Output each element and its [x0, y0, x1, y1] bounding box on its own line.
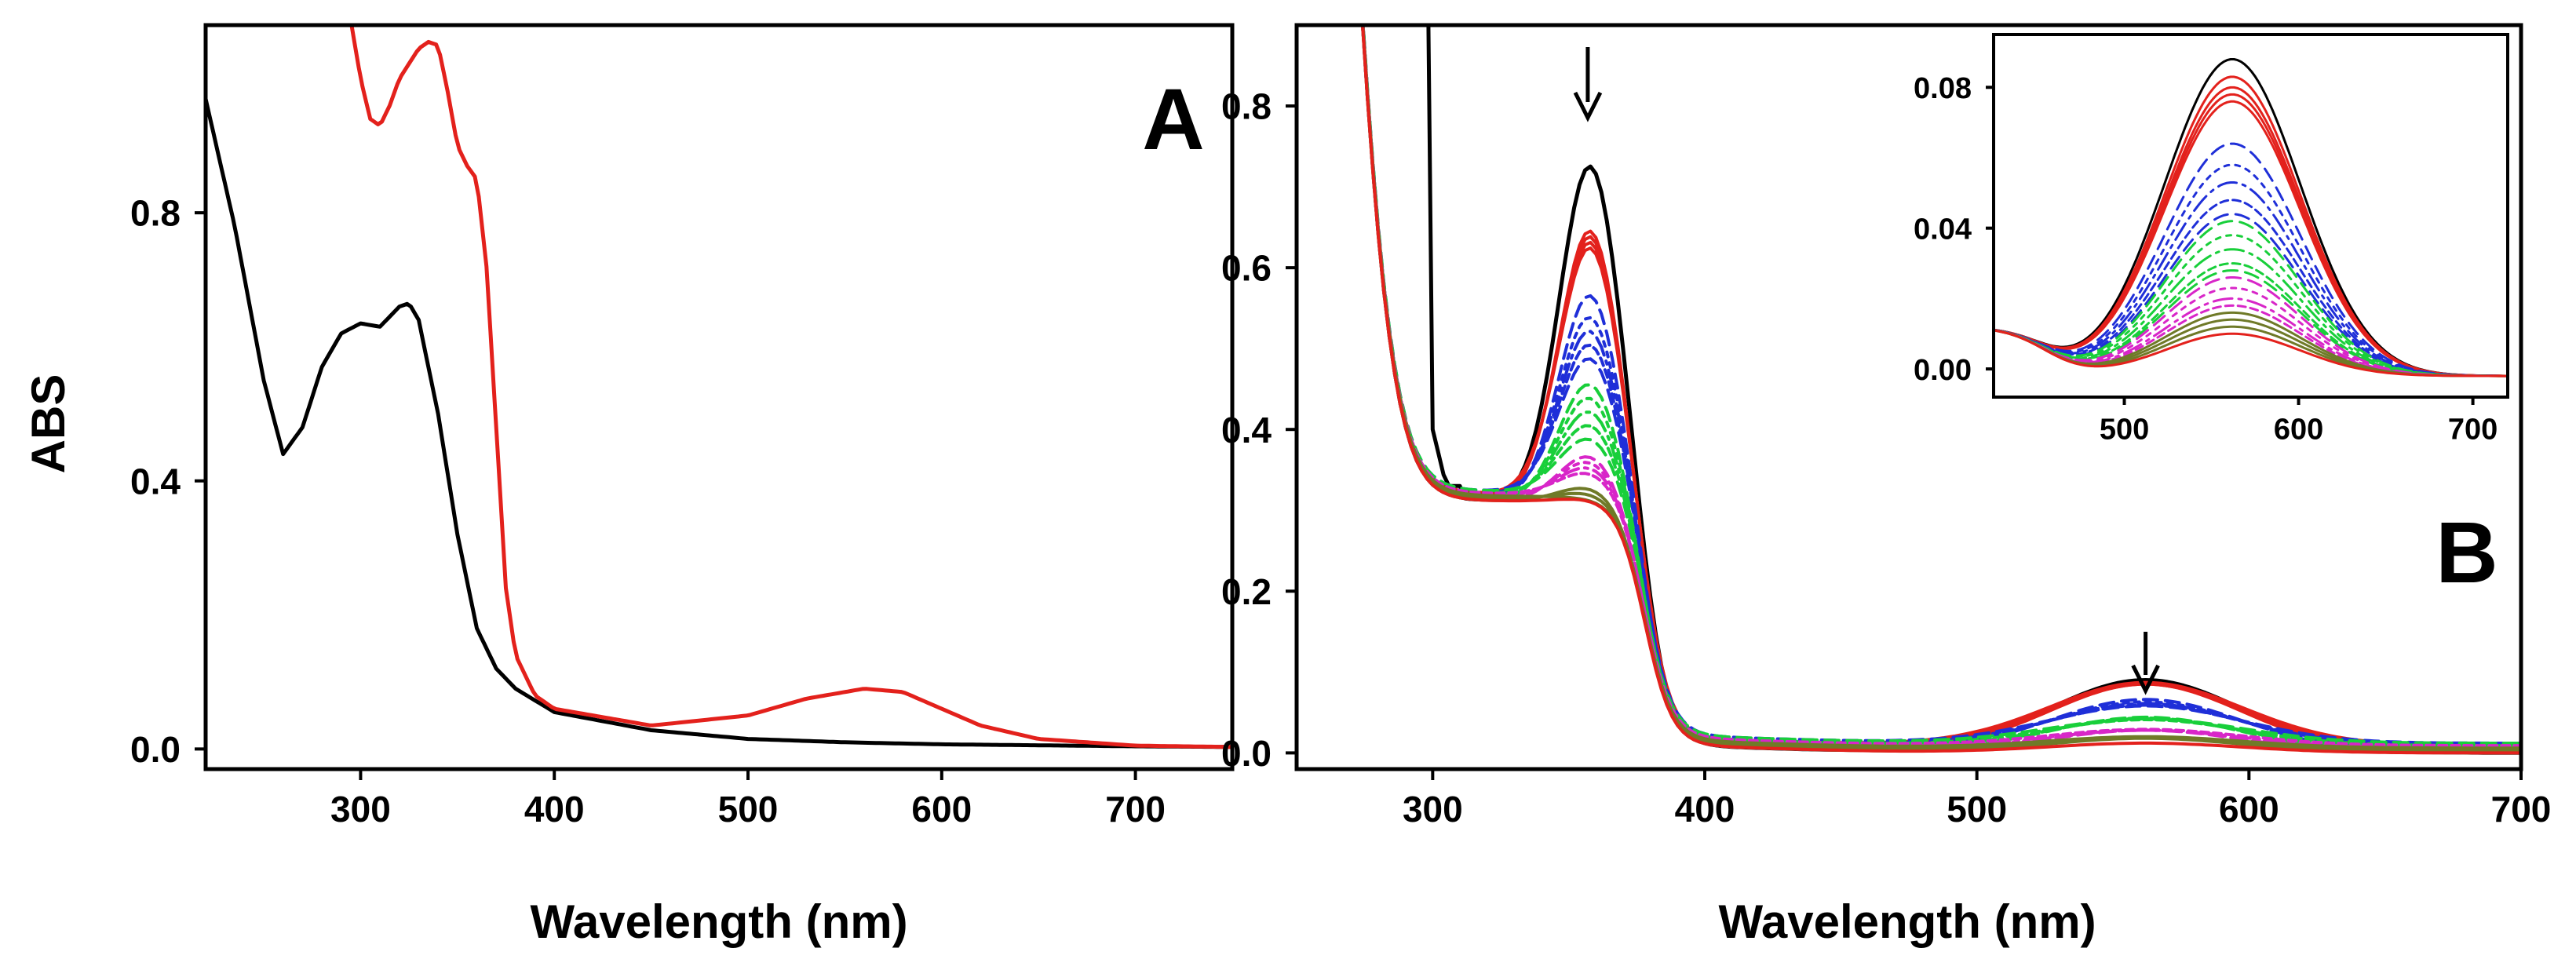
panel-a-series-red [349, 25, 1232, 749]
panel-b-series-olive-3 [1361, 25, 2521, 750]
panel-b-x-tick-label: 700 [2491, 789, 2552, 830]
panel-b-series-green-5 [1361, 25, 2521, 745]
panel-b-y-axis: 0.0 0.2 0.4 0.6 0.8 [1221, 86, 1297, 774]
inset-y-tick-label: 0.04 [1914, 213, 1972, 246]
panel-b-y-tick-label: 0.6 [1221, 248, 1272, 289]
panel-b-label: B [2436, 505, 2498, 601]
panel-a-y-tick-label: 0.0 [130, 729, 181, 770]
inset-series-green-3 [1994, 248, 2508, 377]
panel-b-arrow-head-1 [1573, 91, 1603, 122]
inset-x-tick-label: 500 [2100, 414, 2149, 447]
panel-a-x-tick-label: 600 [911, 789, 972, 830]
panel-b-arrow-head-2 [2131, 664, 2160, 695]
panel-b-x-tick-label: 600 [2219, 789, 2279, 830]
inset-series-final-1 [1994, 329, 2508, 377]
panel-a-y-tick-label: 0.8 [130, 193, 181, 234]
panel-b-y-tick-label: 0.4 [1221, 410, 1272, 450]
inset-frame [1992, 33, 2509, 399]
inset-x-axis: 500 600 700 [2100, 397, 2498, 447]
panel-a-x-tick-label: 400 [524, 789, 585, 830]
inset-y-tick-label: 0.00 [1914, 354, 1972, 387]
panel-b-xlabel: Wavelength (nm) [1718, 895, 2096, 948]
panel-b-arrows [1573, 47, 2160, 695]
inset-y-axis: 0.00 0.04 0.08 [1914, 72, 1994, 387]
panel-a-y-tick-label: 0.4 [130, 461, 181, 501]
panel-b-y-tick-label: 0.0 [1221, 733, 1272, 774]
panel-a-xlabel: Wavelength (nm) [530, 895, 907, 948]
panel-b-series-final-1 [1360, 25, 2521, 755]
panel-b-series-magenta-4 [1361, 25, 2521, 748]
panel-b-y-tick-label: 0.8 [1221, 86, 1272, 127]
panel-b-frame [1294, 23, 2523, 771]
inset-x-tick-label: 600 [2274, 414, 2323, 447]
panel-b-y-tick-label: 0.2 [1221, 571, 1272, 612]
panel-b-series-blue-5 [1361, 25, 2521, 745]
panel-b-curves [1360, 25, 2521, 755]
panel-a-x-tick-label: 500 [718, 789, 779, 830]
inset-curves [1994, 58, 2508, 377]
panel-b-x-tick-label: 300 [1403, 789, 1463, 830]
panel-a-frame [203, 23, 1235, 771]
inset-y-tick-label: 0.08 [1914, 72, 1972, 105]
panel-b: 0.0 0.2 0.4 0.6 0.8 300 400 500 600 700 B Wavele… [1221, 23, 2551, 948]
panel-b-x-tick-label: 400 [1675, 789, 1735, 830]
inset-x-tick-label: 700 [2448, 414, 2498, 447]
panel-a-y-axis: 0.0 0.4 0.8 [130, 193, 206, 770]
panel-a-ylabel: ABS [22, 374, 75, 474]
panel-a-x-tick-label: 700 [1105, 789, 1166, 830]
panel-a-label: A [1142, 71, 1204, 168]
panel-b-series-olive-2 [1361, 25, 2521, 753]
panel-a-x-tick-label: 300 [330, 789, 391, 830]
panel-b-x-tick-label: 500 [1947, 789, 2007, 830]
panel-a: ABS 0.0 0.4 0.8 300 400 500 600 700 A Waveleng… [22, 23, 1235, 948]
panel-b-inset: 0.00 0.04 0.08 500 600 700 [1914, 30, 2512, 447]
panel-b-x-axis: 300 400 500 600 700 [1403, 769, 2551, 830]
panel-a-series-black [206, 97, 1232, 749]
panel-a-x-axis: 300 400 500 600 700 [330, 769, 1166, 830]
panel-a-curves [206, 25, 1232, 749]
